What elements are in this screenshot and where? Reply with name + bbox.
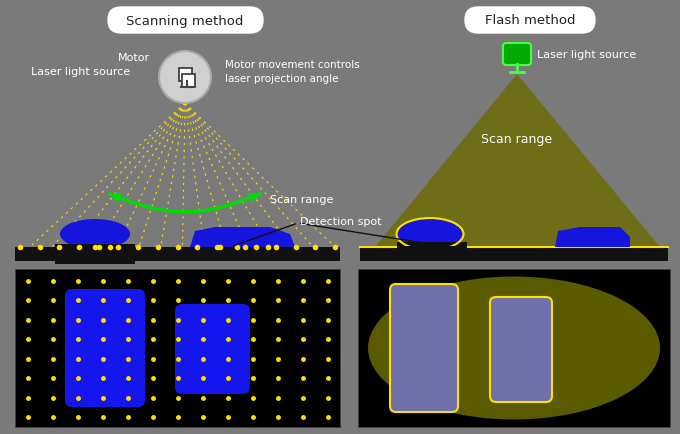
- Bar: [397, 247, 467, 256]
- Polygon shape: [375, 75, 660, 247]
- FancyBboxPatch shape: [490, 297, 552, 402]
- FancyBboxPatch shape: [65, 289, 145, 407]
- Text: Flash method: Flash method: [485, 14, 575, 27]
- Bar: [397, 243, 467, 257]
- Text: Laser light source: Laser light source: [537, 50, 636, 60]
- FancyBboxPatch shape: [175, 304, 250, 394]
- FancyBboxPatch shape: [179, 69, 192, 82]
- Ellipse shape: [398, 220, 462, 250]
- FancyBboxPatch shape: [108, 8, 263, 34]
- Ellipse shape: [159, 52, 211, 104]
- FancyBboxPatch shape: [503, 44, 531, 66]
- FancyBboxPatch shape: [182, 75, 195, 88]
- Ellipse shape: [368, 277, 660, 420]
- Bar: [360, 247, 668, 261]
- Bar: [358, 270, 670, 427]
- FancyBboxPatch shape: [465, 8, 595, 34]
- Text: Laser light source: Laser light source: [31, 67, 130, 77]
- Bar: [15, 247, 340, 261]
- FancyBboxPatch shape: [390, 284, 458, 412]
- Ellipse shape: [60, 220, 130, 250]
- Text: Detection spot: Detection spot: [300, 217, 381, 227]
- Text: Motor movement controls
laser projection angle: Motor movement controls laser projection…: [225, 60, 360, 84]
- Bar: [55, 244, 135, 264]
- Polygon shape: [190, 227, 295, 247]
- Text: Scanning method: Scanning method: [126, 14, 243, 27]
- Text: Motor: Motor: [118, 53, 150, 63]
- Polygon shape: [555, 227, 630, 247]
- Text: Scan range: Scan range: [270, 194, 333, 204]
- Text: Scan range: Scan range: [481, 133, 553, 146]
- Bar: [15, 270, 340, 427]
